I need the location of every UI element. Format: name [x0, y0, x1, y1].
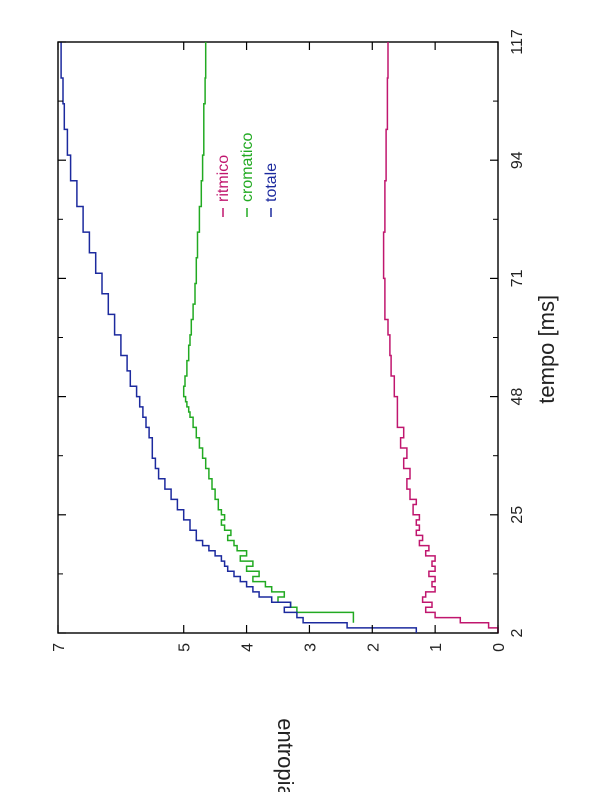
series-line-totale: [60, 42, 418, 633]
ticks-layer: 2 25 48 71 94 117 0 1 2 3 4 5 7: [51, 29, 526, 652]
x-axis-label: tempo [ms]: [534, 295, 559, 404]
y-tick-label: 4: [240, 643, 257, 652]
y-tick-label: 7: [51, 643, 68, 652]
legend: ritmico cromatico totale: [215, 133, 280, 217]
rotated-plot-group: 2 25 48 71 94 117 0 1 2 3 4 5 7 ritmico cromatico tota…: [51, 29, 559, 792]
x-tick-label: 117: [509, 29, 526, 55]
y-tick-label: 3: [302, 643, 319, 652]
legend-entry-ritmico: ritmico: [215, 155, 232, 202]
legend-entry-cromatico: cromatico: [239, 133, 256, 202]
series-line-ritmico: [382, 42, 499, 633]
y-tick-label: 1: [428, 643, 445, 652]
x-tick-label: 94: [509, 151, 526, 169]
series-line-cromatico: [182, 42, 355, 623]
x-tick-label: 2: [509, 628, 526, 637]
x-tick-label: 48: [509, 388, 526, 406]
plot-frame: [57, 41, 499, 634]
y-tick-label: 0: [491, 643, 508, 652]
series-layer: [60, 42, 499, 633]
legend-entry-totale: totale: [263, 163, 280, 202]
x-tick-label: 25: [509, 506, 526, 524]
y-axis-label: entropia: [273, 718, 298, 792]
y-tick-label: 2: [365, 643, 382, 652]
y-tick-label: 5: [177, 643, 194, 652]
x-tick-label: 71: [509, 269, 526, 287]
